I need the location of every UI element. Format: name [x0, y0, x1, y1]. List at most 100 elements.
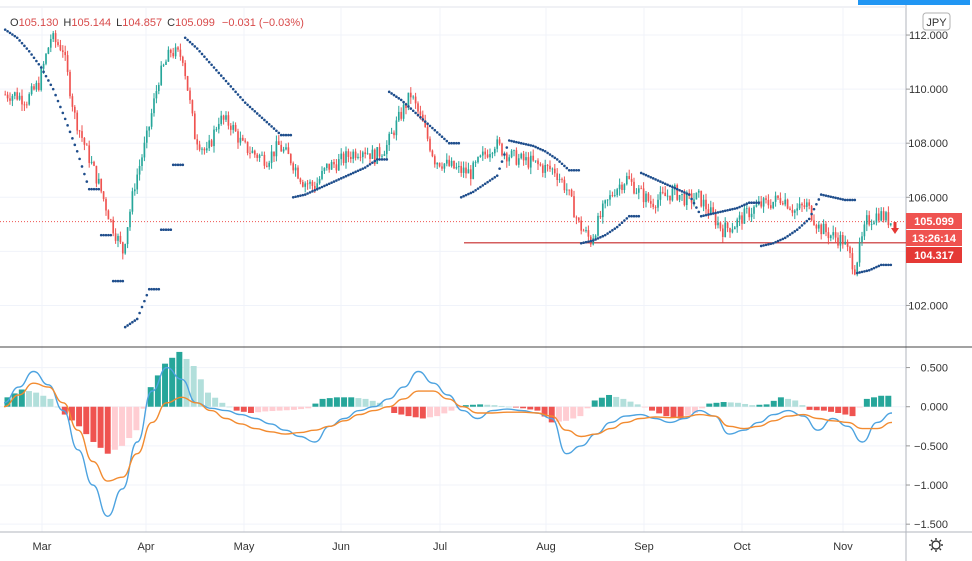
candle: [333, 159, 335, 169]
candle: [664, 186, 667, 197]
candle: [100, 178, 103, 194]
candle: [162, 63, 165, 67]
sar-dot: [558, 160, 561, 163]
candle: [515, 147, 518, 166]
candle-body: [606, 199, 609, 201]
candle-body: [522, 153, 525, 161]
sar-dot: [635, 214, 638, 218]
candle: [121, 241, 124, 260]
histogram-bar: [706, 403, 713, 407]
candle-body: [83, 137, 86, 145]
candle-body: [6, 94, 9, 99]
histogram-bar: [520, 406, 527, 409]
candle-body: [215, 129, 218, 131]
histogram-bar: [548, 406, 555, 423]
candle: [210, 138, 213, 148]
histogram-bar: [534, 406, 541, 411]
histogram-bar: [606, 394, 613, 407]
histogram-bar: [713, 402, 720, 407]
candle: [225, 111, 227, 123]
candle-body: [717, 222, 719, 226]
candle-body: [345, 151, 347, 163]
histogram-bar: [820, 406, 827, 411]
candle-body: [431, 150, 434, 157]
sar-dot: [798, 226, 801, 229]
candle: [78, 129, 81, 138]
sar-dot: [311, 190, 314, 193]
histogram-bar: [262, 406, 269, 412]
sar-dot: [131, 320, 134, 324]
candle: [237, 128, 239, 149]
candle-body: [201, 148, 203, 150]
sar-dot: [812, 207, 816, 211]
candle-body: [882, 211, 885, 221]
candle: [472, 160, 475, 180]
sar-dot: [414, 111, 417, 115]
candlestick-series[interactable]: [4, 30, 892, 277]
time-axis[interactable]: Mar Apr May Jun Jul Aug Sep Oct Nov: [33, 541, 854, 553]
sar-dot: [531, 144, 535, 148]
candle-body: [839, 235, 842, 246]
sar-dot: [176, 163, 180, 167]
settings-gear-icon[interactable]: [929, 538, 943, 552]
candle: [412, 95, 415, 100]
candle-body: [532, 155, 535, 161]
grid: [0, 8, 906, 532]
histogram-bar: [305, 406, 312, 409]
histogram-bar: [97, 406, 104, 448]
sar-dot: [699, 214, 703, 218]
candle: [853, 265, 856, 276]
candle: [150, 108, 153, 130]
candle: [369, 153, 371, 164]
sar-dot: [426, 122, 429, 126]
candle-body: [227, 115, 230, 126]
histogram-bar: [369, 400, 376, 407]
histogram-bar: [469, 404, 476, 407]
candle-body: [376, 147, 379, 164]
sar-dot: [282, 133, 285, 137]
sar-dot: [738, 205, 741, 209]
candle-body: [472, 162, 475, 179]
macd-axis[interactable]: 0.500 0.000 −0.500 −1.000 −1.500: [906, 363, 948, 532]
candle: [347, 148, 350, 163]
candle: [469, 165, 472, 186]
sar-dot: [219, 74, 223, 77]
histogram-bar: [742, 403, 749, 407]
candle: [105, 197, 107, 216]
sar-dot: [498, 167, 501, 170]
currency-badge[interactable]: JPY: [922, 12, 951, 31]
sar-dot: [39, 66, 43, 69]
candle: [414, 92, 417, 109]
horizontal-level-line[interactable]: [0, 221, 906, 244]
candle-body: [601, 203, 604, 218]
signal-line: [3, 382, 893, 482]
sar-dot: [107, 233, 110, 237]
parabolic-sar-series[interactable]: [3, 28, 893, 329]
candle-body: [743, 208, 746, 224]
candle-body: [637, 188, 640, 193]
candle: [618, 178, 621, 196]
sar-dot: [865, 269, 869, 273]
sar-dot: [227, 82, 230, 86]
candle: [781, 200, 784, 206]
candle: [304, 181, 307, 193]
candle: [887, 206, 890, 229]
macd-lines[interactable]: [3, 366, 893, 518]
sar-dot: [359, 168, 362, 171]
histogram-bar: [792, 400, 799, 407]
histogram-bar: [878, 395, 885, 407]
candle: [635, 188, 638, 195]
candle-body: [853, 269, 856, 275]
candle-body: [169, 49, 172, 53]
histogram-bar: [140, 406, 147, 409]
price-axis[interactable]: 112.000110.000108.000106.000104.000102.0…: [906, 30, 948, 312]
candle-body: [745, 208, 748, 210]
sar-dot: [8, 31, 12, 35]
sar-dot: [887, 263, 890, 267]
sar-dot: [431, 126, 434, 130]
sar-dot: [143, 299, 146, 303]
candle-body: [253, 150, 256, 155]
candle-body: [249, 152, 251, 154]
